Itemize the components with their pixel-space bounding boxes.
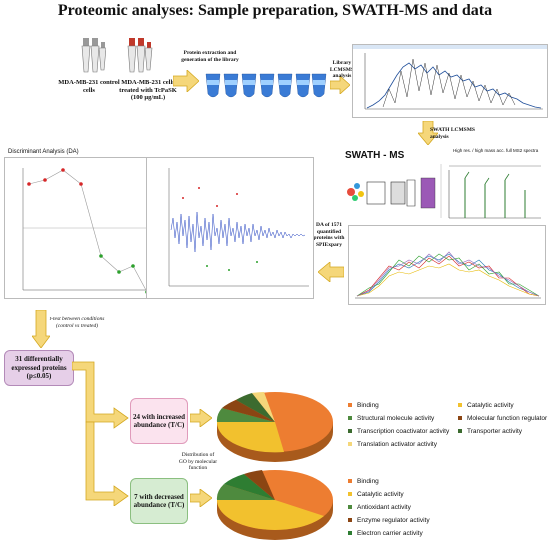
legend-item: Molecular function regulator xyxy=(458,415,548,423)
ttest-label: t-test between conditions (control vs tr… xyxy=(49,316,105,329)
legend-item: Binding xyxy=(348,478,498,486)
arrow-icon xyxy=(173,70,199,92)
quantified-proteins-label: DA of 1571 quantified proteins with SPIE… xyxy=(313,222,345,248)
decreased-pie-chart-icon xyxy=(216,470,333,540)
legend-swatch xyxy=(348,518,352,523)
legend-swatch xyxy=(348,403,352,408)
da-loadings-chart xyxy=(168,168,309,287)
extraction-label: Protein extraction and generation of the… xyxy=(181,50,239,63)
library-label: Library LCMSMS analysis xyxy=(329,60,355,79)
library-spectrum-chart xyxy=(353,45,547,110)
arrow-icon xyxy=(190,409,212,427)
control-cells-label: MDA-MB-231 control cells xyxy=(58,79,120,94)
arrow-icon xyxy=(190,489,212,507)
arrow-icon xyxy=(418,121,438,145)
legend-item: Catalytic activity xyxy=(458,402,548,410)
legend-item: Transporter activity xyxy=(458,428,548,436)
go-distribution-label: Distribution of GO by molecular function xyxy=(178,452,218,471)
legend-swatch xyxy=(348,505,352,510)
swath-instrument-diagram xyxy=(347,164,541,219)
swath-spectrum-chart xyxy=(355,251,541,299)
gel-icon xyxy=(205,73,327,98)
da-scores-chart xyxy=(22,168,149,294)
arrow-icon xyxy=(32,310,50,348)
library-spectrum-panel xyxy=(352,44,548,118)
legend-item: Translation activator activity xyxy=(348,441,458,449)
spectra-label: High res. / high mass acc. full MS2 spec… xyxy=(453,148,539,153)
legend-swatch xyxy=(348,429,352,434)
swath-title: SWATH - MS xyxy=(345,150,405,161)
increased-legend-left: Binding Structural molecule activity Tra… xyxy=(348,402,458,449)
increased-legend-right: Catalytic activity Molecular function re… xyxy=(458,402,548,436)
legend-item: Catalytic activity xyxy=(348,491,498,499)
arrow-icon xyxy=(330,76,350,94)
branch-arrows-icon xyxy=(72,361,129,506)
summary-box: 31 differentially expressed proteins (p≤… xyxy=(4,350,74,386)
legend-item: Transcription coactivator activity xyxy=(348,428,458,436)
page-title: Proteomic analyses: Sample preparation, … xyxy=(57,2,493,19)
legend-swatch xyxy=(458,416,462,421)
swath-schematic: SWATH - MS High res. / high mass acc. fu… xyxy=(345,148,545,220)
legend-item: Enzyme regulator activity xyxy=(348,517,498,525)
legend-swatch xyxy=(458,403,462,408)
increased-pie-chart-icon xyxy=(216,392,333,462)
arrow-icon xyxy=(318,262,344,282)
decreased-box: 7 with decreased abundance (T/C) xyxy=(130,478,188,524)
da-loadings-panel xyxy=(146,157,314,299)
legend-item: Antioxidant activity xyxy=(348,504,498,512)
control-tubes-icon xyxy=(81,38,106,73)
treated-cells-label: MDA-MB-231 cells treated with TcPaSK (10… xyxy=(119,79,177,101)
increased-box: 24 with increased abundance (T/C) xyxy=(130,398,188,444)
legend-swatch xyxy=(458,429,462,434)
legend-swatch xyxy=(348,492,352,497)
da-scores-panel xyxy=(4,157,154,299)
swath-analysis-label: SWATH LCMSMS analysis xyxy=(430,127,475,140)
swath-spectrum-panel xyxy=(348,225,546,305)
da-title: Discriminant Analysis (DA) xyxy=(8,149,79,155)
treated-tubes-icon xyxy=(127,38,153,73)
legend-item: Structural molecule activity xyxy=(348,415,458,423)
legend-swatch xyxy=(348,416,352,421)
legend-swatch xyxy=(348,479,352,484)
legend-item: Electron carrier activity xyxy=(348,530,498,538)
legend-item: Binding xyxy=(348,402,458,410)
decreased-legend: Binding Catalytic activity Antioxidant a… xyxy=(348,478,498,538)
legend-swatch xyxy=(348,442,352,447)
legend-swatch xyxy=(348,531,352,536)
